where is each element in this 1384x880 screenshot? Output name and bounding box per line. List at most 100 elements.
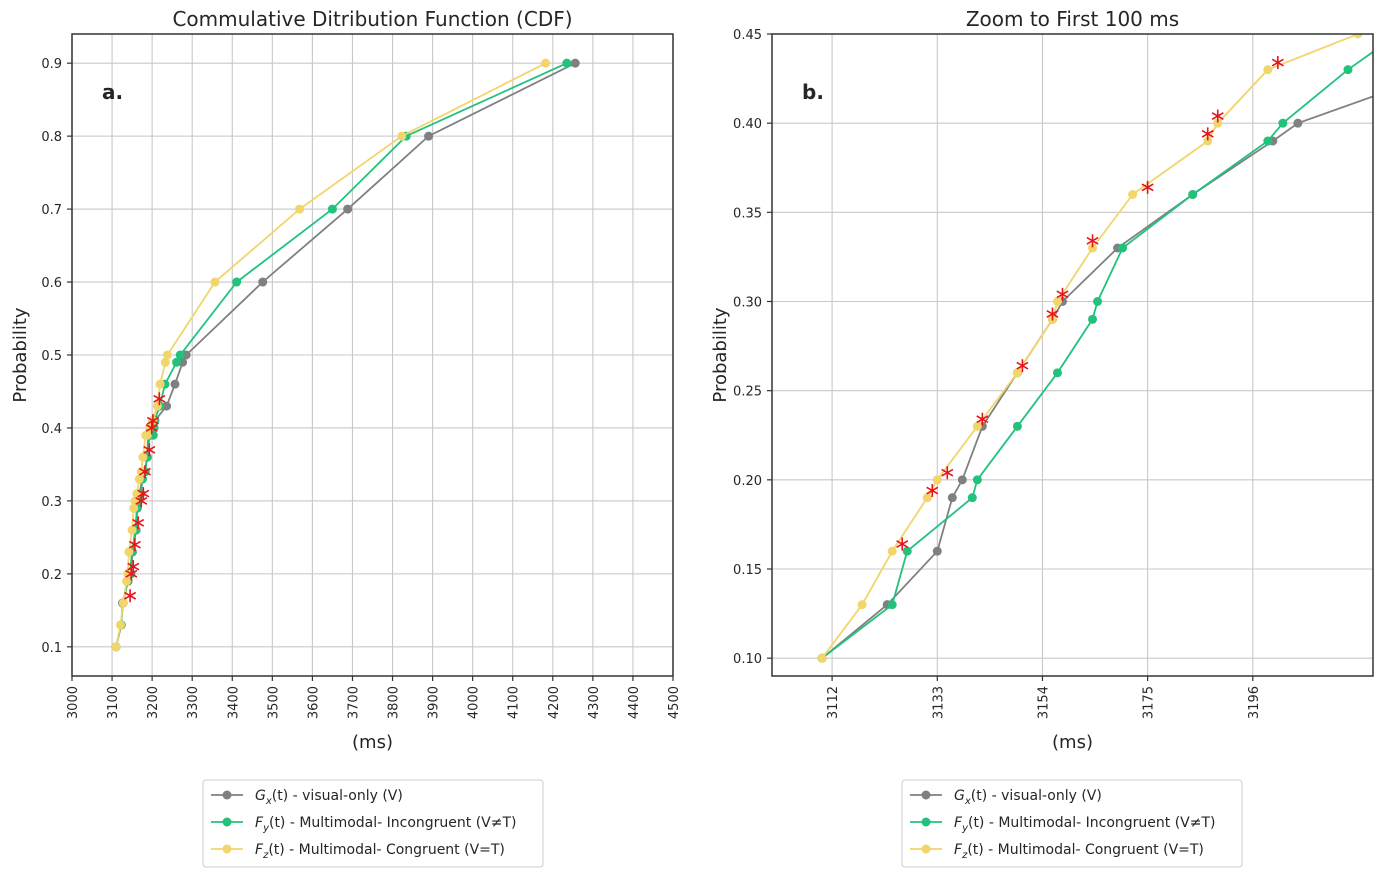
plot-area <box>111 58 580 652</box>
data-point-congruent <box>932 475 942 485</box>
panel-label: b. <box>802 80 824 104</box>
y-tick-label: 0.7 <box>41 203 62 218</box>
chart-title: Zoom to First 100 ms <box>966 7 1179 31</box>
data-point-visual-only <box>957 475 967 485</box>
data-point-congruent <box>857 600 867 610</box>
axes-frame <box>771 33 1374 677</box>
data-point-congruent <box>124 547 134 557</box>
star-marker <box>1211 109 1224 123</box>
data-point-incongruent <box>232 277 242 287</box>
data-point-congruent <box>1353 34 1363 39</box>
x-tick-label: 3112 <box>826 686 841 719</box>
x-tick-label: 3000 <box>66 686 81 719</box>
legend-entry-incongruent: Fy(t) - Multimodal- Incongruent (V≠T) <box>211 815 517 834</box>
x-tick-label: 3200 <box>146 686 161 719</box>
legend-label: Gx(t) - visual-only (V) <box>255 788 403 807</box>
data-point-visual-only <box>170 379 180 389</box>
legend-entry-visual-only: Gx(t) - visual-only (V) <box>211 788 403 807</box>
data-point-incongruent <box>972 475 982 485</box>
y-tick-label: 0.4 <box>41 422 62 437</box>
data-point-congruent <box>162 350 172 360</box>
data-point-incongruent <box>887 600 897 610</box>
data-point-congruent <box>541 58 551 68</box>
x-tick-label: 3700 <box>346 686 361 719</box>
data-point-incongruent <box>967 493 977 503</box>
star-markers <box>896 56 1284 551</box>
gridlines <box>772 33 1373 676</box>
data-point-congruent <box>142 430 152 440</box>
star-marker <box>1016 359 1029 373</box>
legend-label: Fy(t) - Multimodal- Incongruent (V≠T) <box>255 815 517 834</box>
legend-panel-b: Gx(t) - visual-only (V) Fy(t) - Multimoda… <box>901 779 1243 868</box>
data-point-incongruent <box>1343 65 1353 75</box>
y-axis-label: Probability <box>710 307 731 402</box>
y-axis-label: Probability <box>10 307 31 402</box>
x-tick-label: 3196 <box>1247 686 1262 719</box>
star-marker <box>1201 127 1214 141</box>
data-point-congruent <box>1052 297 1062 306</box>
series-line-congruent <box>821 34 1359 659</box>
x-tick-label: 3600 <box>306 686 321 719</box>
data-point-incongruent <box>1278 118 1288 128</box>
data-point-visual-only <box>570 58 580 68</box>
star-marker <box>138 465 151 479</box>
data-point-incongruent <box>1012 421 1022 431</box>
star-marker <box>896 537 909 551</box>
y-tick-label: 0.45 <box>733 28 762 43</box>
data-point-congruent <box>1088 243 1098 253</box>
panel-a-cdf: 3000 3100 3200 3300 3400 3500 3600 3700 3800 3900… <box>10 7 682 753</box>
star-marker <box>1271 56 1284 70</box>
data-point-congruent <box>152 401 162 411</box>
data-point-congruent <box>160 357 170 367</box>
star-marker <box>926 484 939 498</box>
star-marker <box>145 421 158 435</box>
star-marker <box>1086 234 1099 248</box>
legend-panel-a: Gx(t) - visual-only (V) Fy(t) - Multimoda… <box>202 779 544 868</box>
data-point-congruent <box>1012 368 1022 378</box>
data-point-congruent <box>127 525 137 535</box>
star-marker <box>137 487 150 501</box>
x-tick-label: 4300 <box>587 686 602 719</box>
y-tick-label: 0.2 <box>41 568 62 583</box>
series-line-visual-only <box>821 95 1373 659</box>
y-tick-label: 0.1 <box>41 641 62 656</box>
star-marker <box>976 412 989 426</box>
legend-label: Fy(t) - Multimodal- Incongruent (V≠T) <box>954 815 1216 834</box>
data-point-congruent <box>155 379 165 389</box>
star-marker <box>1046 307 1059 321</box>
legend-marker <box>921 844 931 854</box>
y-tick-label: 0.20 <box>733 474 762 489</box>
star-marker <box>941 466 954 480</box>
x-tick-label: 3100 <box>106 686 121 719</box>
legend-marker <box>222 817 232 827</box>
star-marker <box>127 560 140 574</box>
data-point-congruent <box>1128 190 1138 199</box>
data-point-incongruent <box>1118 243 1128 253</box>
y-tick-label: 0.40 <box>733 117 762 132</box>
data-point-congruent <box>134 474 144 484</box>
star-marker <box>1141 180 1154 194</box>
x-tick-label: 3400 <box>226 686 241 719</box>
x-tick-label: 3300 <box>186 686 201 719</box>
data-point-congruent <box>1263 65 1273 75</box>
data-point-congruent <box>210 277 220 287</box>
series-line-incongruent <box>821 50 1373 659</box>
y-tick-label: 0.15 <box>733 563 762 578</box>
series-visual-only <box>817 95 1373 663</box>
data-point-incongruent <box>327 204 337 214</box>
star-marker <box>128 538 141 552</box>
data-point-incongruent <box>175 350 185 360</box>
star-marker <box>132 516 145 530</box>
legend-label: Gx(t) - visual-only (V) <box>954 788 1102 807</box>
legend-entry-congruent: Fz(t) - Multimodal- Congruent (V=T) <box>211 842 505 861</box>
panel-label: a. <box>102 80 123 104</box>
y-tick-label: 0.9 <box>41 57 62 72</box>
data-point-congruent <box>1203 136 1213 146</box>
data-point-congruent <box>887 546 897 556</box>
data-point-congruent <box>138 452 148 462</box>
data-point-congruent <box>129 503 139 513</box>
legend-box <box>202 779 544 868</box>
y-tick-label: 0.10 <box>733 652 762 667</box>
star-markers <box>124 392 166 603</box>
